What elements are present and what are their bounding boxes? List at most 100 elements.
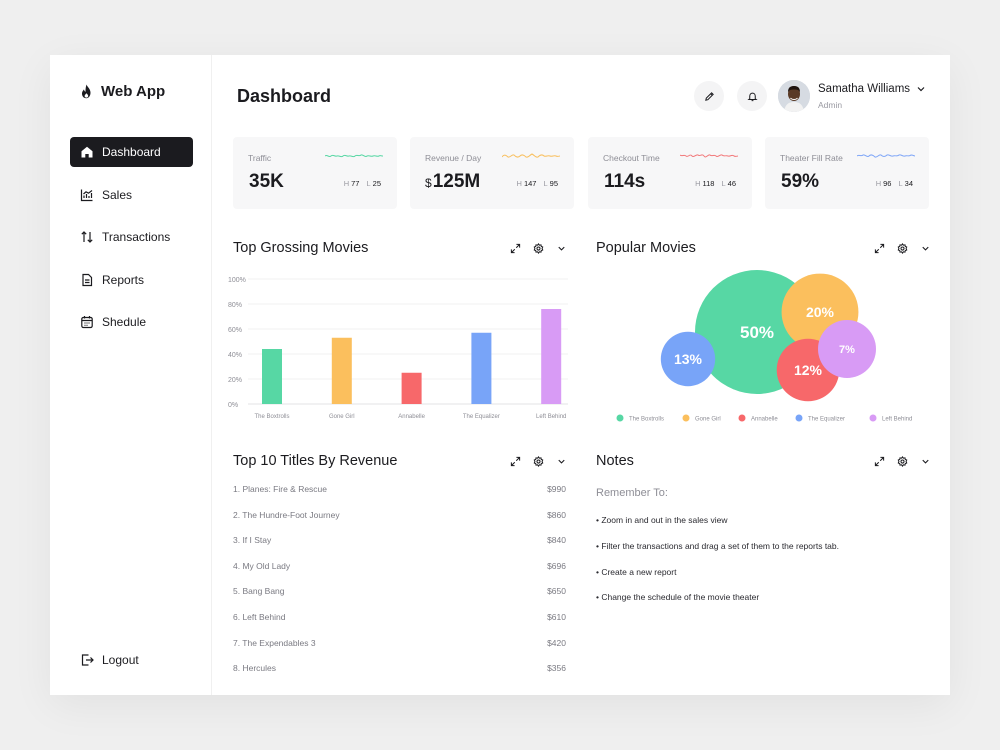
gear-icon: [533, 455, 543, 467]
sidebar-item-label: Transactions: [102, 230, 171, 244]
sidebar-item-schedule[interactable]: Shedule: [70, 307, 193, 337]
pencil-icon: [704, 91, 714, 101]
sidebar-item-transactions[interactable]: Transactions: [70, 222, 193, 252]
bubble-label: 13%: [674, 351, 703, 367]
x-tick-label: Gone Girl: [329, 414, 355, 420]
expand-button[interactable]: [873, 455, 885, 467]
x-tick-label: Left Behind: [536, 414, 566, 420]
notifications-button[interactable]: [737, 81, 767, 111]
note-item: • Create a new report: [596, 566, 677, 577]
bubble-label: 7%: [839, 344, 855, 356]
sidebar-nav: Dashboard Sales Transactions Reports She…: [70, 137, 193, 350]
popular-movies-bubble-chart: 50% 20% 12% 13% 7% The Boxtrolls Gone Girl Anna…: [616, 270, 912, 423]
sparkline: [857, 154, 915, 158]
list-item[interactable]: 2. The Hundre-Foot Journey $860: [233, 509, 566, 520]
stat-card-checkout[interactable]: Checkout Time 114s H 118 L 46: [588, 137, 752, 209]
collapse-button[interactable]: [555, 455, 567, 467]
chevron-down-icon: [921, 459, 929, 464]
sidebar-item-dashboard[interactable]: Dashboard: [70, 137, 193, 167]
sidebar-item-reports[interactable]: Reports: [70, 265, 193, 295]
list-item[interactable]: 8. Hercules $356: [233, 663, 566, 674]
bar[interactable]: [331, 337, 352, 404]
edit-button[interactable]: [694, 81, 724, 111]
logout-button[interactable]: Logout: [80, 653, 139, 667]
section-title-top-grossing: Top Grossing Movies: [233, 240, 369, 256]
stat-card-traffic[interactable]: Traffic 35K H 77 L 25: [233, 137, 397, 209]
section-title-top10: Top 10 Titles By Revenue: [233, 453, 398, 469]
section-toolbar: [509, 455, 567, 467]
settings-button[interactable]: [896, 242, 908, 254]
expand-button[interactable]: [509, 455, 521, 467]
gear-icon: [897, 455, 907, 467]
list-item[interactable]: 6. Left Behind $610: [233, 611, 566, 622]
collapse-button[interactable]: [919, 242, 931, 254]
note-item: • Zoom in and out in the sales view: [596, 515, 728, 525]
legend-label: Annabelle: [751, 417, 778, 423]
y-tick-label: 40%: [228, 352, 242, 359]
legend-label: The Equalizer: [808, 417, 845, 423]
y-tick-label: 100%: [228, 277, 246, 284]
expand-button[interactable]: [873, 242, 885, 254]
bar[interactable]: [262, 349, 282, 404]
note-item: • Filter the transactions and drag a set…: [596, 540, 839, 551]
brand[interactable]: Web App: [80, 83, 165, 100]
arrows-updown-icon: [81, 231, 93, 243]
bubble-label: 20%: [806, 304, 835, 320]
list-item[interactable]: 7. The Expendables 3 $420: [233, 637, 566, 648]
list-item[interactable]: 1. Planes: Fire & Rescue $990: [233, 484, 566, 494]
sidebar-item-label: Reports: [102, 272, 145, 287]
flame-icon: [82, 84, 91, 99]
legend-swatch: [616, 414, 624, 422]
sidebar: Web App Dashboard Sales Transactions Rep…: [50, 55, 212, 695]
bubble[interactable]: [818, 320, 876, 378]
expand-button[interactable]: [509, 242, 521, 254]
avatar[interactable]: [778, 80, 810, 112]
settings-button[interactable]: [532, 455, 544, 467]
expand-icon: [874, 243, 884, 253]
section-title-popular: Popular Movies: [596, 240, 696, 256]
section-toolbar: [873, 455, 931, 467]
stat-label: Theater Fill Rate: [780, 153, 843, 163]
stat-card-revenue[interactable]: Revenue / Day $125M H 147 L 95: [410, 137, 574, 209]
stat-label: Revenue / Day: [425, 153, 482, 163]
chevron-down-icon: [557, 246, 565, 251]
chevron-down-icon: [557, 459, 565, 464]
bubble[interactable]: [660, 331, 716, 387]
gear-icon: [533, 242, 543, 254]
y-tick-label: 80%: [228, 302, 242, 309]
notes-subtitle: Remember To:: [596, 487, 668, 499]
legend-swatch: [795, 414, 803, 422]
bar[interactable]: [471, 332, 492, 404]
sparkline: [325, 154, 383, 158]
stat-card-fill-rate[interactable]: Theater Fill Rate 59% H 96 L 34: [765, 137, 929, 209]
notes-list: • Zoom in and out in the sales view • Fi…: [596, 515, 916, 618]
top-grossing-bar-chart: 0% 20% 40% 60% 80% 100% The Boxtrolls Gone Girl…: [228, 277, 568, 420]
legend-label: Left Behind: [882, 417, 912, 423]
note-item: • Change the schedule of the movie theat…: [596, 592, 760, 603]
user-name: Samatha Williams: [818, 83, 911, 95]
list-item[interactable]: 5. Bang Bang $650: [233, 586, 566, 597]
chevron-down-icon[interactable]: [916, 84, 926, 94]
bubble-label: 50%: [740, 323, 774, 342]
list-item[interactable]: 4. My Old Lady $696: [233, 560, 566, 571]
list-item[interactable]: 3. If I Stay $840: [233, 535, 566, 546]
settings-button[interactable]: [896, 455, 908, 467]
settings-button[interactable]: [532, 242, 544, 254]
stat-label: Traffic: [248, 153, 272, 163]
brand-name: Web App: [101, 83, 166, 100]
y-tick-label: 60%: [228, 327, 242, 334]
sidebar-item-sales[interactable]: Sales: [70, 180, 193, 210]
section-toolbar: [873, 242, 931, 254]
bell-icon: [746, 92, 758, 101]
y-tick-label: 0%: [228, 402, 238, 409]
stat-high-low: H 77 L 25: [343, 179, 381, 188]
collapse-button[interactable]: [919, 455, 931, 467]
stat-value: 114s: [604, 171, 646, 192]
stat-high-low: H 96 L 34: [875, 179, 913, 188]
expand-icon: [510, 243, 520, 253]
bar[interactable]: [401, 372, 422, 404]
bar[interactable]: [541, 309, 562, 404]
x-tick-label: Annabelle: [398, 414, 425, 420]
sidebar-item-label: Dashboard: [102, 145, 161, 159]
collapse-button[interactable]: [555, 242, 567, 254]
